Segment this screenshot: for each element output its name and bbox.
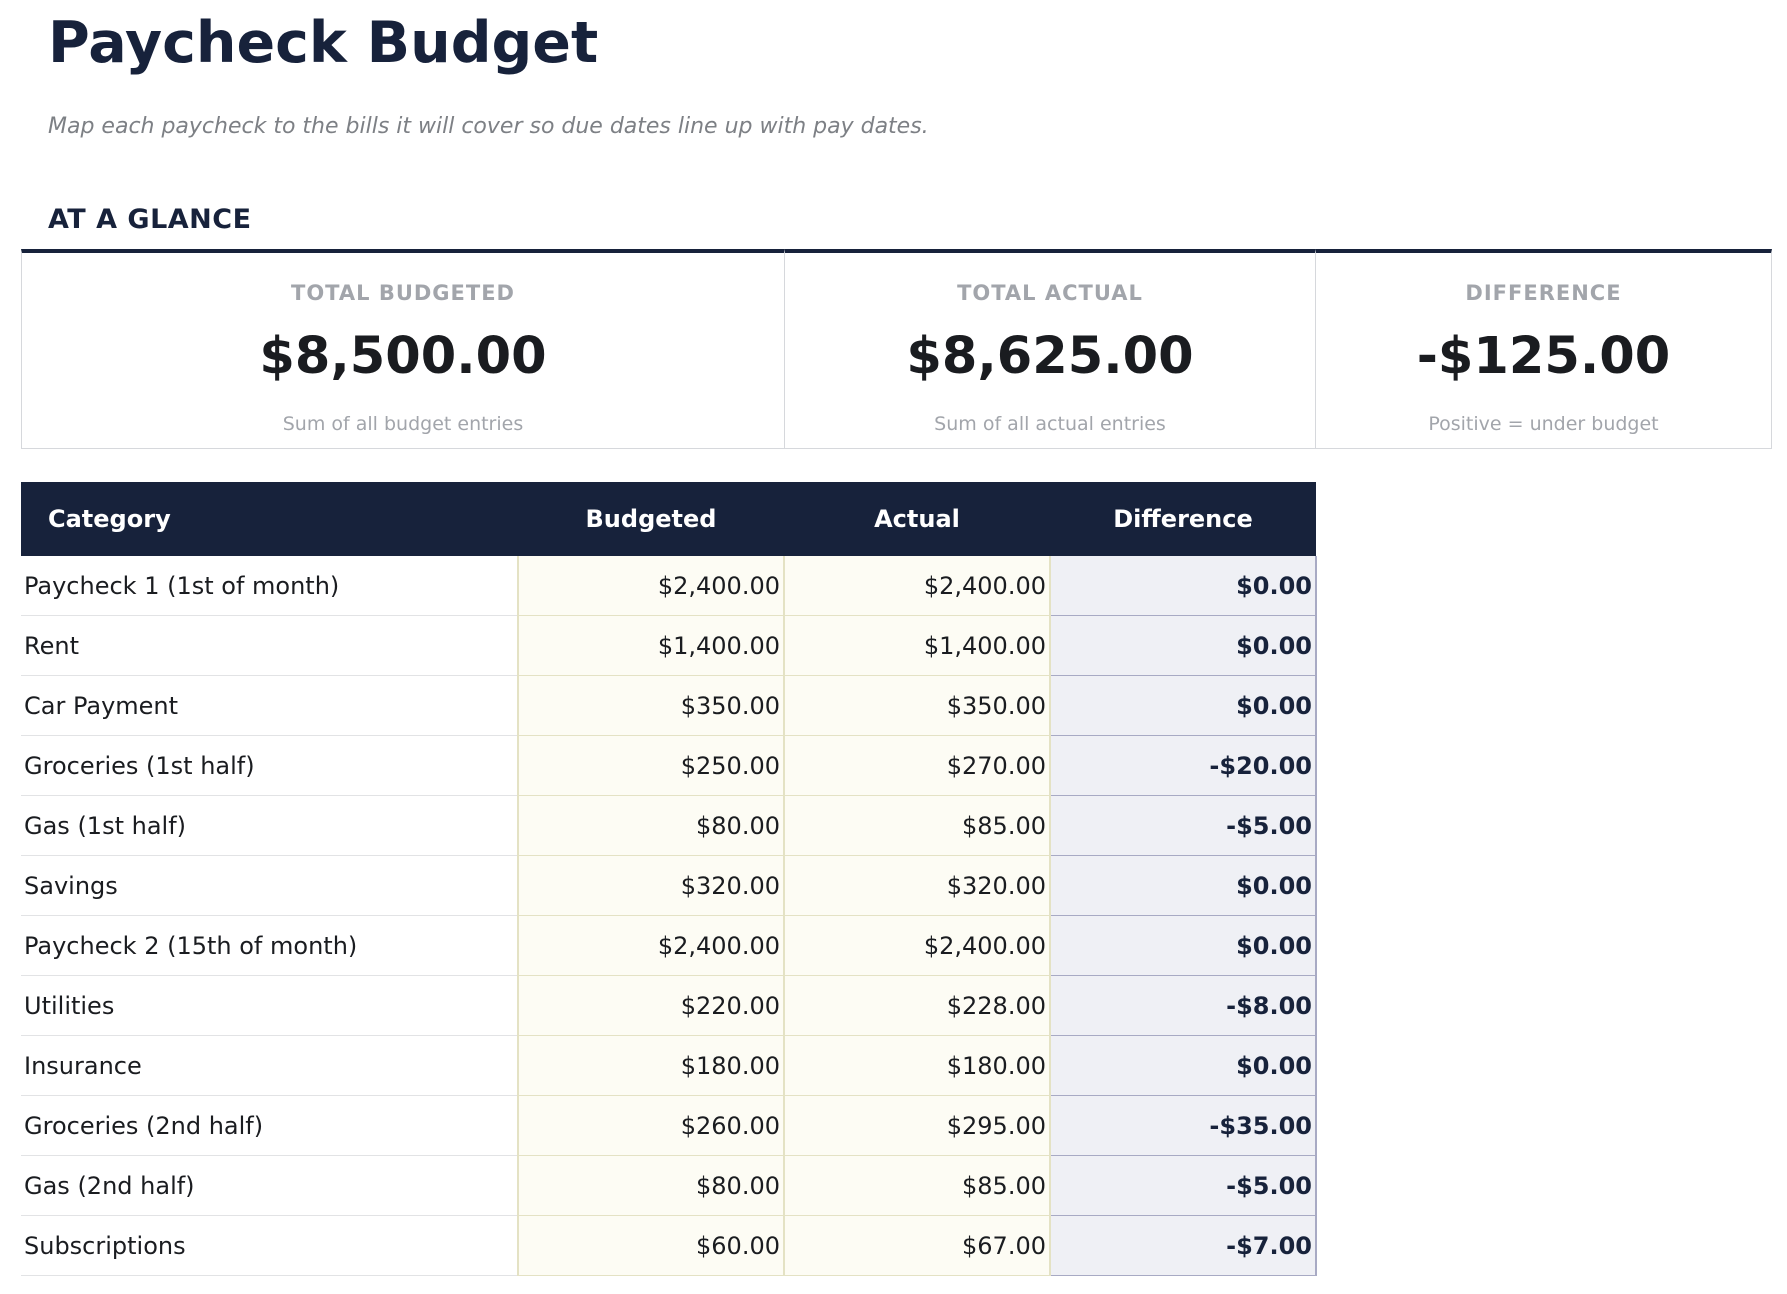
cell-budgeted[interactable]: $180.00 <box>517 1035 785 1096</box>
cell-budgeted[interactable]: $350.00 <box>517 675 785 736</box>
cell-category: Savings <box>21 855 518 916</box>
cell-category: Rent <box>21 615 518 676</box>
cell-difference: $0.00 <box>1049 1035 1317 1096</box>
cell-actual[interactable]: $85.00 <box>783 795 1051 856</box>
cell-actual[interactable]: $85.00 <box>783 1155 1051 1216</box>
kpi-label: TOTAL ACTUAL <box>957 281 1143 305</box>
kpi-card-total-actual: TOTAL ACTUAL $8,625.00 Sum of all actual… <box>784 249 1315 449</box>
cell-actual[interactable]: $2,400.00 <box>783 915 1051 976</box>
page-subtitle: Map each paycheck to the bills it will c… <box>48 114 929 139</box>
kpi-note: Sum of all budget entries <box>282 413 524 435</box>
cell-actual[interactable]: $270.00 <box>783 735 1051 796</box>
kpi-label: TOTAL BUDGETED <box>291 281 515 305</box>
cell-budgeted[interactable]: $250.00 <box>517 735 785 796</box>
table-row: Paycheck 1 (1st of month) $2,400.00 $2,400… <box>21 556 1317 616</box>
cell-budgeted[interactable]: $80.00 <box>517 1155 785 1216</box>
cell-difference: -$20.00 <box>1049 735 1317 796</box>
budget-table: Category Budgeted Actual Difference Payc… <box>21 482 1317 1276</box>
cell-category: Gas (2nd half) <box>21 1155 518 1216</box>
column-header-difference: Difference <box>1050 482 1316 556</box>
cell-budgeted[interactable]: $60.00 <box>517 1215 785 1276</box>
table-row: Insurance $180.00 $180.00 $0.00 <box>21 1035 1317 1096</box>
cell-category: Paycheck 1 (1st of month) <box>21 556 518 616</box>
table-row: Groceries (2nd half) $260.00 $295.00 -$35.0… <box>21 1095 1317 1156</box>
cell-difference: -$5.00 <box>1049 795 1317 856</box>
cell-actual[interactable]: $350.00 <box>783 675 1051 736</box>
table-row: Savings $320.00 $320.00 $0.00 <box>21 855 1317 916</box>
cell-category: Car Payment <box>21 675 518 736</box>
kpi-row: TOTAL BUDGETED $8,500.00 Sum of all budg… <box>21 249 1772 449</box>
cell-budgeted[interactable]: $260.00 <box>517 1095 785 1156</box>
cell-difference: -$35.00 <box>1049 1095 1317 1156</box>
cell-actual[interactable]: $67.00 <box>783 1215 1051 1276</box>
cell-difference: $0.00 <box>1049 855 1317 916</box>
column-header-actual: Actual <box>784 482 1050 556</box>
cell-category: Groceries (1st half) <box>21 735 518 796</box>
cell-category: Gas (1st half) <box>21 795 518 856</box>
cell-difference: -$5.00 <box>1049 1155 1317 1216</box>
cell-difference: $0.00 <box>1049 556 1317 616</box>
cell-budgeted[interactable]: $220.00 <box>517 975 785 1036</box>
cell-budgeted[interactable]: $80.00 <box>517 795 785 856</box>
table-row: Groceries (1st half) $250.00 $270.00 -$20.0… <box>21 735 1317 796</box>
kpi-note: Sum of all actual entries <box>934 413 1166 435</box>
table-row: Paycheck 2 (15th of month) $2,400.00 $2,40… <box>21 915 1317 976</box>
cell-budgeted[interactable]: $1,400.00 <box>517 615 785 676</box>
table-row: Utilities $220.00 $228.00 -$8.00 <box>21 975 1317 1036</box>
cell-actual[interactable]: $180.00 <box>783 1035 1051 1096</box>
table-row: Car Payment $350.00 $350.00 $0.00 <box>21 675 1317 736</box>
cell-actual[interactable]: $2,400.00 <box>783 556 1051 616</box>
cell-category: Paycheck 2 (15th of month) <box>21 915 518 976</box>
column-header-budgeted: Budgeted <box>518 482 784 556</box>
kpi-value: $8,625.00 <box>906 327 1194 386</box>
cell-difference: -$8.00 <box>1049 975 1317 1036</box>
table-row: Rent $1,400.00 $1,400.00 $0.00 <box>21 615 1317 676</box>
cell-budgeted[interactable]: $320.00 <box>517 855 785 916</box>
cell-difference: $0.00 <box>1049 915 1317 976</box>
table-header-row: Category Budgeted Actual Difference <box>21 482 1316 556</box>
table-row: Subscriptions $60.00 $67.00 -$7.00 <box>21 1215 1317 1276</box>
cell-budgeted[interactable]: $2,400.00 <box>517 556 785 616</box>
page-title: Paycheck Budget <box>48 10 599 76</box>
cell-difference: -$7.00 <box>1049 1215 1317 1276</box>
cell-category: Groceries (2nd half) <box>21 1095 518 1156</box>
cell-actual[interactable]: $1,400.00 <box>783 615 1051 676</box>
table-row: Gas (1st half) $80.00 $85.00 -$5.00 <box>21 795 1317 856</box>
cell-actual[interactable]: $228.00 <box>783 975 1051 1036</box>
kpi-card-difference: DIFFERENCE -$125.00 Positive = under bud… <box>1315 249 1772 449</box>
cell-actual[interactable]: $295.00 <box>783 1095 1051 1156</box>
column-header-category: Category <box>21 482 518 556</box>
cell-budgeted[interactable]: $2,400.00 <box>517 915 785 976</box>
cell-actual[interactable]: $320.00 <box>783 855 1051 916</box>
table-row: Gas (2nd half) $80.00 $85.00 -$5.00 <box>21 1155 1317 1216</box>
cell-category: Subscriptions <box>21 1215 518 1276</box>
cell-difference: $0.00 <box>1049 675 1317 736</box>
cell-difference: $0.00 <box>1049 615 1317 676</box>
cell-category: Utilities <box>21 975 518 1036</box>
kpi-value: $8,500.00 <box>259 327 547 386</box>
table-header: Category Budgeted Actual Difference <box>21 482 1316 556</box>
kpi-card-total-budgeted: TOTAL BUDGETED $8,500.00 Sum of all budg… <box>21 249 784 449</box>
table-body: Paycheck 1 (1st of month) $2,400.00 $2,400… <box>21 556 1317 1276</box>
cell-category: Insurance <box>21 1035 518 1096</box>
kpi-value: -$125.00 <box>1416 327 1671 386</box>
section-heading-at-a-glance: AT A GLANCE <box>48 204 252 235</box>
kpi-label: DIFFERENCE <box>1465 281 1622 305</box>
kpi-note: Positive = under budget <box>1428 413 1659 435</box>
